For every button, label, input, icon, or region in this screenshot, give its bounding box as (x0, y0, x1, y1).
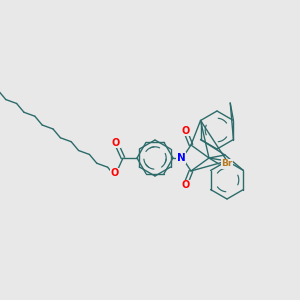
Text: N: N (177, 153, 185, 163)
Text: Br: Br (221, 160, 233, 169)
Text: O: O (112, 138, 120, 148)
Text: O: O (111, 168, 119, 178)
Text: O: O (182, 180, 190, 190)
Text: O: O (182, 126, 190, 136)
